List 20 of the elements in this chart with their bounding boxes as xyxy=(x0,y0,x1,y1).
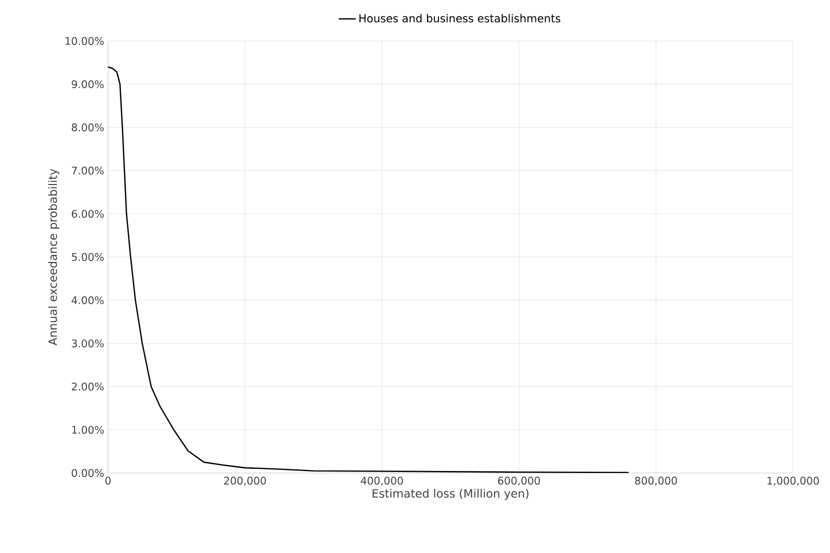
y-tick-label: 3.00% xyxy=(72,339,104,348)
legend-label: Houses and business establishments xyxy=(359,14,560,22)
y-tick-label: 8.00% xyxy=(72,123,104,132)
x-tick-label: 0 xyxy=(105,476,111,485)
y-tick-label: 2.00% xyxy=(72,382,104,391)
x-tick-label: 200,000 xyxy=(224,476,266,486)
x-tick-label: 1,000,000 xyxy=(768,476,819,486)
y-tick-label: 10.00% xyxy=(66,37,104,45)
y-tick-label: 9.00% xyxy=(72,80,104,88)
x-tick-label: 600,000 xyxy=(498,476,540,486)
x-tick-label: 400,000 xyxy=(360,476,403,486)
x-tick-label: 800,000 xyxy=(635,476,677,486)
y-tick-label: 5.00% xyxy=(72,253,104,261)
x-axis-title: Estimated loss (Million yen) xyxy=(372,488,528,500)
y-tick-label: 0.00% xyxy=(72,469,104,477)
y-tick-label: 7.00% xyxy=(72,166,104,175)
y-tick-label: 4.00% xyxy=(72,296,104,304)
y-tick-label: 6.00% xyxy=(72,210,104,218)
y-tick-label: 1.00% xyxy=(72,426,104,434)
y-axis-title: Annual exceedance probability xyxy=(48,168,60,346)
